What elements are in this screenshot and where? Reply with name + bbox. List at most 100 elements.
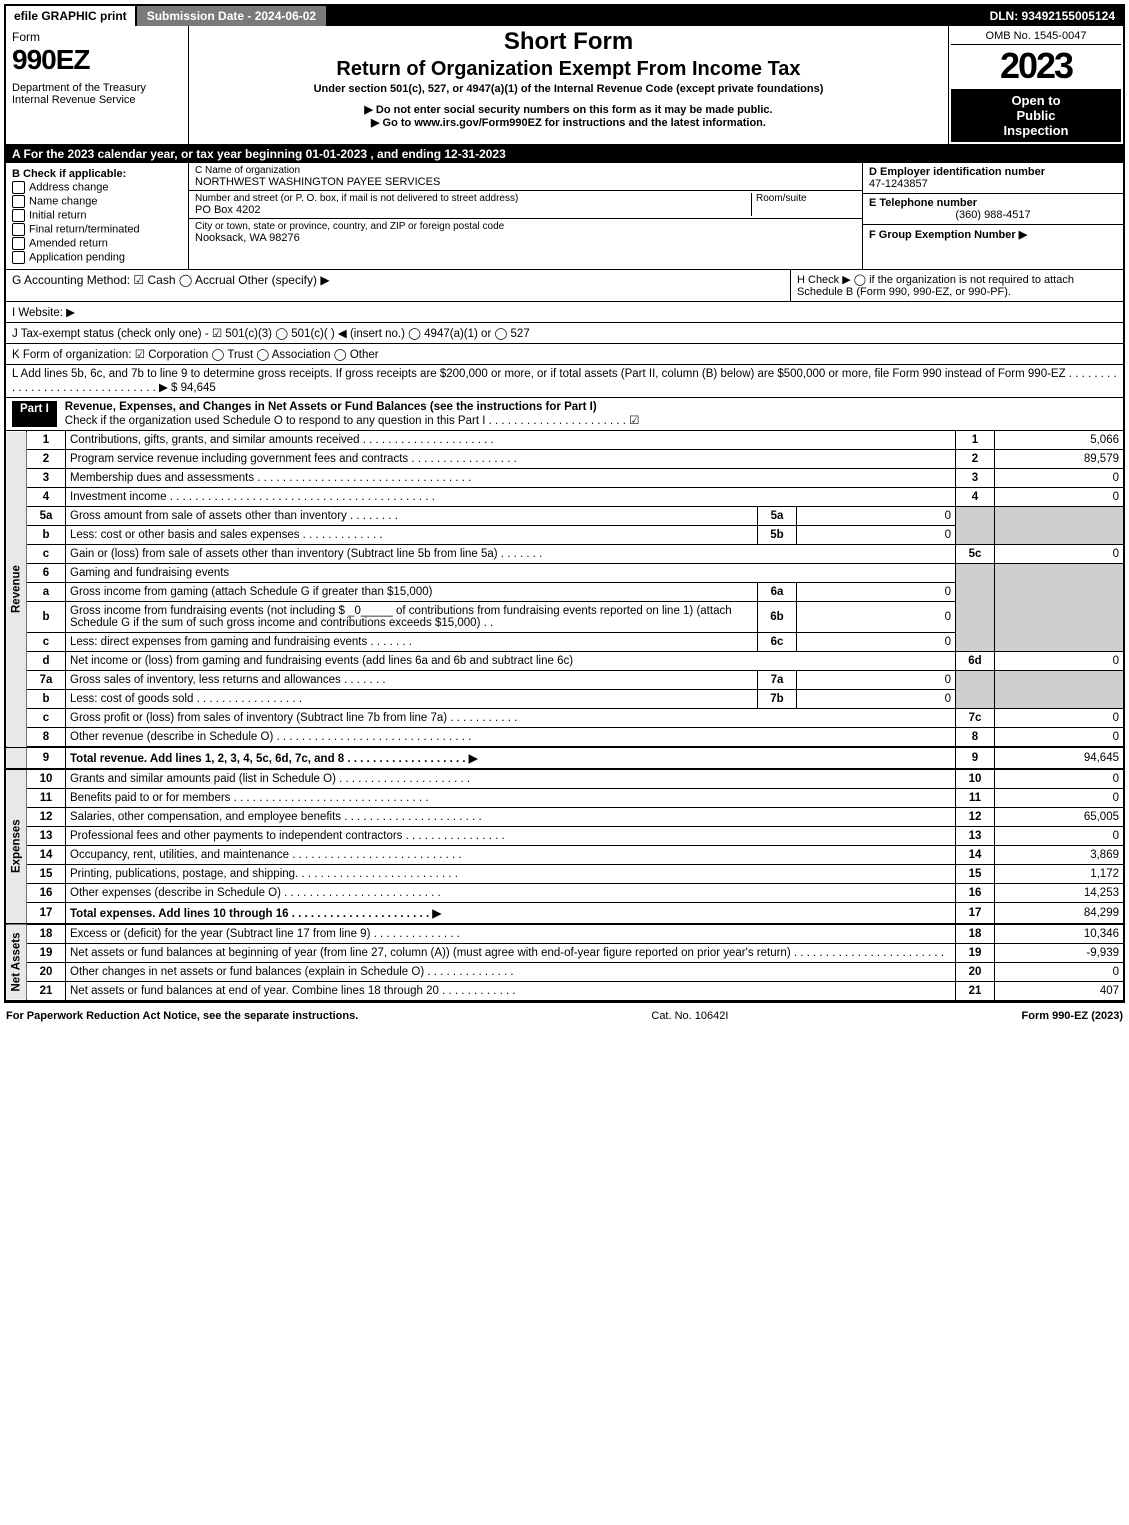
line-6-num: 6 (27, 564, 66, 583)
form-container: efile GRAPHIC print Submission Date - 20… (4, 4, 1125, 1003)
line-5b-desc: Less: cost or other basis and sales expe… (66, 526, 758, 545)
line-6c-subval: 0 (797, 633, 956, 652)
line-h-schedule-b: H Check ▶ ◯ if the organization is not r… (790, 270, 1123, 301)
line-19-boxnum: 19 (956, 944, 995, 963)
line-7c-desc: Gross profit or (loss) from sales of inv… (66, 709, 956, 728)
line-3-amount: 0 (995, 469, 1124, 488)
city-label: City or town, state or province, country… (195, 221, 856, 232)
line-15-boxnum: 15 (956, 865, 995, 884)
chk-final-return[interactable]: Final return/terminated (12, 223, 182, 236)
line-6d-amount: 0 (995, 652, 1124, 671)
line-21-num: 21 (27, 982, 66, 1001)
line-6a-subnum: 6a (758, 583, 797, 602)
line-5a-num: 5a (27, 507, 66, 526)
line-11-desc: Benefits paid to or for members . . . . … (66, 789, 956, 808)
line-7c-boxnum: 7c (956, 709, 995, 728)
line-20-num: 20 (27, 963, 66, 982)
line-7c-amount: 0 (995, 709, 1124, 728)
line-13-amount: 0 (995, 827, 1124, 846)
line-19-num: 19 (27, 944, 66, 963)
open-line3: Inspection (953, 123, 1119, 138)
part-1-label: Part I (12, 401, 57, 427)
revenue-side-end (6, 747, 27, 769)
chk-application-pending[interactable]: Application pending (12, 251, 182, 264)
line-6b-subnum: 6b (758, 602, 797, 633)
form-id-block: Form 990EZ Department of the Treasury In… (6, 26, 189, 144)
line-12-boxnum: 12 (956, 808, 995, 827)
line-13-boxnum: 13 (956, 827, 995, 846)
dln-label: DLN: 93492155005124 (982, 6, 1123, 26)
chk-initial-return[interactable]: Initial return (12, 209, 182, 222)
line-7b-subnum: 7b (758, 690, 797, 709)
form-header: Form 990EZ Department of the Treasury In… (6, 26, 1123, 145)
line-17-boxnum: 17 (956, 903, 995, 925)
line-9-desc: Total revenue. Add lines 1, 2, 3, 4, 5c,… (66, 747, 956, 769)
line-4-amount: 0 (995, 488, 1124, 507)
line-5c-desc: Gain or (loss) from sale of assets other… (66, 545, 956, 564)
line-5c-amount: 0 (995, 545, 1124, 564)
org-address: PO Box 4202 (195, 204, 751, 216)
line-2-num: 2 (27, 450, 66, 469)
line-7a-subnum: 7a (758, 671, 797, 690)
line-18-boxnum: 18 (956, 924, 995, 944)
chk-amended-return[interactable]: Amended return (12, 237, 182, 250)
form-title-block: Short Form Return of Organization Exempt… (189, 26, 948, 144)
line-11-amount: 0 (995, 789, 1124, 808)
line-12-desc: Salaries, other compensation, and employ… (66, 808, 956, 827)
line-6c-desc: Less: direct expenses from gaming and fu… (66, 633, 758, 652)
line-15-amount: 1,172 (995, 865, 1124, 884)
addr-label: Number and street (or P. O. box, if mail… (195, 193, 751, 204)
line-10-desc: Grants and similar amounts paid (list in… (66, 769, 956, 789)
line-4-desc: Investment income . . . . . . . . . . . … (66, 488, 956, 507)
ein-label: D Employer identification number (869, 166, 1117, 178)
short-form-title: Short Form (195, 28, 942, 56)
line-12-amount: 65,005 (995, 808, 1124, 827)
line-2-boxnum: 2 (956, 450, 995, 469)
dept-treasury: Department of the Treasury (12, 82, 182, 94)
line-6a-subval: 0 (797, 583, 956, 602)
line-14-desc: Occupancy, rent, utilities, and maintena… (66, 846, 956, 865)
line-8-boxnum: 8 (956, 728, 995, 748)
line-5a-subnum: 5a (758, 507, 797, 526)
line-5b-num: b (27, 526, 66, 545)
line-21-amount: 407 (995, 982, 1124, 1001)
line-21-desc: Net assets or fund balances at end of ye… (66, 982, 956, 1001)
line-5b-subval: 0 (797, 526, 956, 545)
year-block: OMB No. 1545-0047 2023 Open to Public In… (948, 26, 1123, 144)
line-g-accounting: G Accounting Method: ☑ Cash ◯ Accrual Ot… (6, 270, 790, 301)
line-16-num: 16 (27, 884, 66, 903)
line-6c-subnum: 6c (758, 633, 797, 652)
line-8-num: 8 (27, 728, 66, 748)
line-7b-num: b (27, 690, 66, 709)
line-5c-num: c (27, 545, 66, 564)
line-7a-num: 7a (27, 671, 66, 690)
goto-link[interactable]: ▶ Go to www.irs.gov/Form990EZ for instru… (195, 116, 942, 129)
line-6d-num: d (27, 652, 66, 671)
line-19-amount: -9,939 (995, 944, 1124, 963)
line-17-amount: 84,299 (995, 903, 1124, 925)
line-5c-boxnum: 5c (956, 545, 995, 564)
part-1-title: Revenue, Expenses, and Changes in Net As… (65, 401, 1117, 413)
form-number: 990EZ (12, 44, 182, 76)
top-bar: efile GRAPHIC print Submission Date - 20… (6, 6, 1123, 26)
footer-cat-no: Cat. No. 10642I (651, 1010, 728, 1022)
line-20-amount: 0 (995, 963, 1124, 982)
line-6b-desc: Gross income from fundraising events (no… (66, 602, 758, 633)
line-10-boxnum: 10 (956, 769, 995, 789)
line-20-boxnum: 20 (956, 963, 995, 982)
line-8-desc: Other revenue (describe in Schedule O) .… (66, 728, 956, 748)
line-2-amount: 89,579 (995, 450, 1124, 469)
line-1-amount: 5,066 (995, 431, 1124, 450)
chk-address-change[interactable]: Address change (12, 181, 182, 194)
org-name: NORTHWEST WASHINGTON PAYEE SERVICES (195, 176, 856, 188)
part-1-table: Revenue 1 Contributions, gifts, grants, … (6, 431, 1123, 1001)
chk-name-change[interactable]: Name change (12, 195, 182, 208)
line-7a-desc: Gross sales of inventory, less returns a… (66, 671, 758, 690)
line-17-num: 17 (27, 903, 66, 925)
efile-print-label[interactable]: efile GRAPHIC print (6, 6, 137, 26)
line-16-boxnum: 16 (956, 884, 995, 903)
submission-date: Submission Date - 2024-06-02 (137, 6, 328, 26)
line-16-desc: Other expenses (describe in Schedule O) … (66, 884, 956, 903)
shade-6-amt (995, 564, 1124, 652)
room-suite-label: Room/suite (751, 193, 856, 216)
